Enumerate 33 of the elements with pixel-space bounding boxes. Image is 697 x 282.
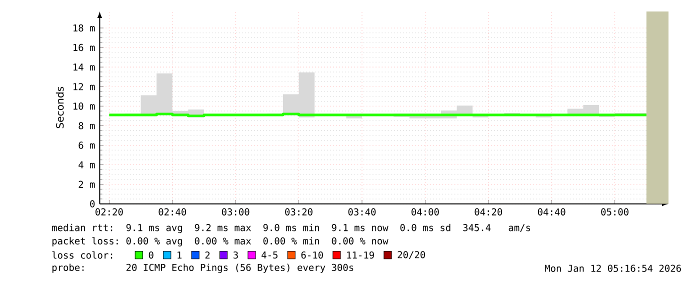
- y-tick-label: 8 m: [78, 122, 95, 130]
- text: packet loss: 0.00 % avg 0.00 % max 0.00 % min 0.00 % now: [52, 237, 388, 247]
- y-tick-label: 10 m: [74, 102, 95, 110]
- y-tick-label: 4 m: [78, 162, 95, 168]
- legend-label: 11-19: [347, 252, 374, 259]
- y-tick-label: 2 m: [78, 180, 95, 188]
- x-tick-label: 03:40: [348, 208, 376, 216]
- y-tick-label: 16 m: [74, 44, 95, 52]
- legend-label: 20/20: [398, 251, 426, 260]
- y-tick-label: 14 m: [74, 64, 95, 71]
- legend-label: 2: [205, 252, 210, 259]
- x-tick-label: 02:20: [96, 208, 123, 216]
- y-tick-label: 6 m: [78, 142, 95, 150]
- legend-label: 6-10: [301, 252, 323, 259]
- x-tick-label: 03:00: [222, 208, 250, 216]
- legend-label: 3: [234, 252, 238, 259]
- x-tick-label: 05:00: [601, 208, 628, 216]
- legend-label: 0: [148, 252, 154, 259]
- text: median rtt: 9.1 ms avg 9.2 ms max 9.0 ms min 9.1 ms now 0.0 ms sd 345.4 am/s: [52, 224, 530, 234]
- y-tick-label: 12 m: [74, 83, 95, 90]
- y-tick-label: 18 m: [74, 24, 95, 32]
- x-tick-label: 04:20: [474, 208, 502, 216]
- text: probe: 20 ICMP Echo Pings (56 Bytes) every 300s: [52, 264, 354, 274]
- x-tick-label: 03:20: [285, 208, 312, 216]
- legend-title: loss color:: [52, 252, 112, 259]
- legend-label: 4-5: [262, 252, 278, 259]
- x-tick-label: 04:00: [412, 208, 439, 216]
- x-tick-label: 02:40: [158, 208, 186, 216]
- x-tick-label: 04:40: [538, 208, 566, 216]
- legend-label: 1: [178, 252, 182, 259]
- text: Mon Jan 12 05:16:54 2026: [544, 264, 681, 272]
- y-axis-title: Seconds: [56, 87, 64, 128]
- y-tick-label: 0: [90, 200, 95, 208]
